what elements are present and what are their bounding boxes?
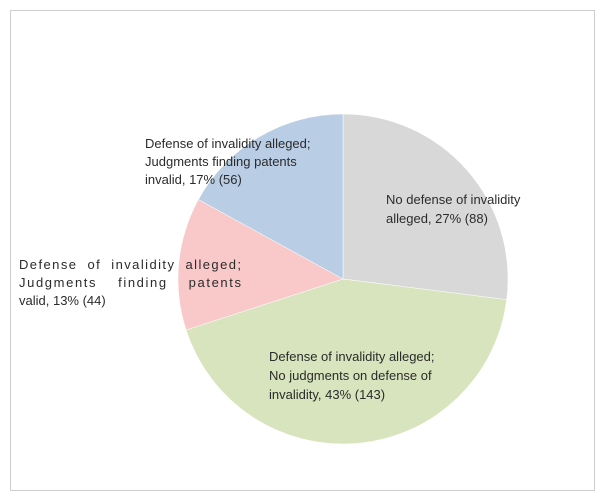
slice-label-line: Judgments finding patents [145, 154, 297, 169]
slice-label-line: invalidity, 43% (143) [269, 387, 385, 402]
pie-slice-3 [177, 199, 344, 331]
chart-frame: No defense of invalidity alleged, 27% (88… [10, 10, 595, 491]
pie-slice-1 [342, 113, 509, 300]
pie-chart: No defense of invalidity alleged, 27% (88… [19, 113, 521, 445]
pie-slices [177, 113, 509, 445]
slice-label-3: Defense of invalidity alleged; Judgments … [19, 257, 242, 308]
slice-label-line: No judgments on defense of [269, 368, 432, 383]
pie-slice-4 [198, 113, 344, 280]
slice-label-line: No defense of invalidity [386, 192, 521, 207]
pie-slice-2 [185, 278, 507, 445]
slice-label-line: Defense of invalidity alleged; [269, 349, 435, 364]
slice-label-line: Defense of invalidity alleged; [145, 136, 311, 151]
slice-label-line: Judgments finding patents [19, 275, 242, 290]
slice-label-1: No defense of invalidity alleged, 27% (88… [386, 192, 521, 226]
pie-labels: No defense of invalidity alleged, 27% (88… [19, 136, 521, 402]
slice-label-2: Defense of invalidity alleged; No judgmen… [269, 349, 435, 402]
slice-label-line: valid, 13% (44) [19, 293, 106, 308]
slice-label-4: Defense of invalidity alleged; Judgments … [145, 136, 311, 187]
slice-label-line: invalid, 17% (56) [145, 172, 242, 187]
slice-label-line: Defense of invalidity alleged; [19, 257, 241, 272]
slice-label-line: alleged, 27% (88) [386, 211, 488, 226]
